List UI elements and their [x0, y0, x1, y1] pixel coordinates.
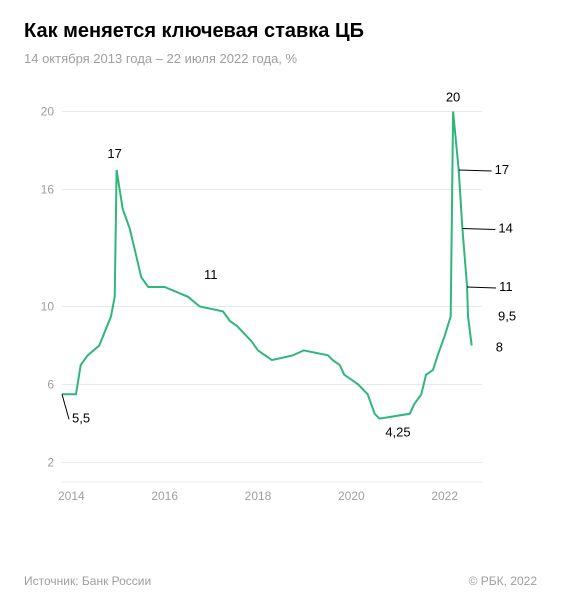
y-axis-tick: 2 — [47, 456, 54, 470]
point-label: 8 — [496, 340, 503, 355]
rate-series-line — [62, 112, 472, 419]
x-axis-tick: 2018 — [245, 489, 272, 503]
point-label: 20 — [446, 90, 460, 105]
y-axis-tick: 16 — [41, 183, 55, 197]
point-label: 11 — [204, 267, 218, 282]
point-label: 17 — [495, 162, 509, 177]
x-axis-tick: 2022 — [431, 489, 458, 503]
annotation-leader — [62, 394, 69, 419]
footer-copyright: © РБК, 2022 — [469, 574, 537, 588]
point-label: 17 — [107, 146, 121, 161]
y-axis-tick: 6 — [47, 378, 54, 392]
point-label: 11 — [499, 279, 512, 294]
chart-title: Как меняется ключевая ставка ЦБ — [24, 20, 537, 43]
x-axis-tick: 2014 — [58, 489, 85, 503]
chart-subtitle: 14 октября 2013 года – 22 июля 2022 года… — [24, 51, 537, 66]
y-axis-tick: 10 — [41, 300, 55, 314]
point-label: 14 — [498, 221, 512, 236]
footer-source: Источник: Банк России — [24, 574, 151, 588]
annotation-leader — [462, 229, 495, 230]
point-label: 9,5 — [498, 308, 516, 323]
x-axis-tick: 2020 — [338, 489, 365, 503]
x-axis-tick: 2016 — [151, 489, 178, 503]
point-label: 4,25 — [385, 425, 410, 440]
chart-footer: Источник: Банк России © РБК, 2022 — [24, 574, 537, 588]
line-chart: 26101620201420162018202020225,517114,252… — [32, 82, 532, 522]
annotation-leader — [459, 170, 492, 171]
y-axis-tick: 20 — [41, 105, 55, 119]
point-label: 5,5 — [72, 410, 90, 425]
annotation-leader — [467, 287, 496, 288]
